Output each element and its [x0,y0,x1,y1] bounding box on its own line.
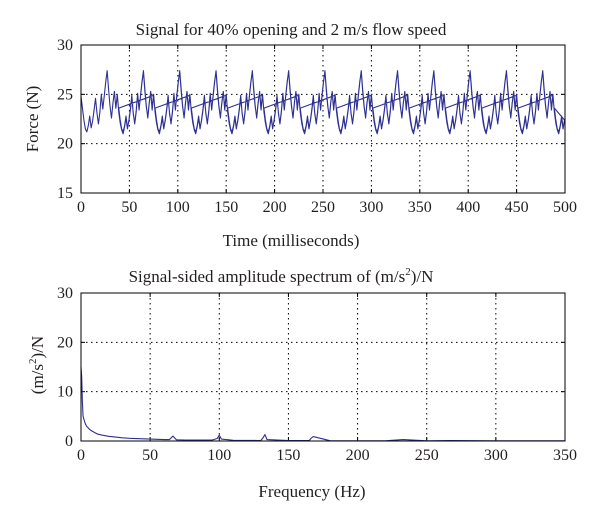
spectrum-title-sup: 2 [405,266,411,278]
spectrum-x-tick-label: 50 [142,447,158,464]
time-signal-chart: 0 50 100 150 200 250 300 350 400 450 500 15 20 25 30 S… [23,20,577,250]
spectrum-y-tick-label: 10 [57,384,73,401]
time-chart-plot-area [80,44,566,194]
time-chart-ylabel: Force (N) [23,86,42,153]
spectrum-x-tick-label: 300 [484,447,508,464]
time-chart-xlabel: Time (milliseconds) [223,231,360,250]
spectrum-ylabel-sup: 2 [27,358,39,364]
time-x-tick-label: 350 [408,199,432,216]
time-x-tick-label: 250 [311,199,335,216]
time-x-tick-label: 400 [456,199,480,216]
spectrum-x-tick-label: 100 [207,447,231,464]
time-y-tick-label: 30 [57,37,73,54]
spectrum-x-tick-label: 150 [276,447,300,464]
time-x-tick-label: 150 [214,199,238,216]
spectrum-ylabel-part2: )/N [28,336,47,359]
spectrum-x-tick-label: 200 [346,447,370,464]
spectrum-chart: 0 50 100 150 200 250 300 350 0 10 20 30 Signal-side… [27,266,577,501]
time-y-tick-label: 15 [57,185,73,202]
time-y-tick-label: 20 [57,136,73,153]
time-chart-title: Signal for 40% opening and 2 m/s flow sp… [136,20,447,39]
spectrum-chart-title: Signal-sided amplitude spectrum of (m/s2… [129,266,434,286]
spectrum-x-tick-label: 0 [77,447,85,464]
spectrum-series-line [80,366,565,442]
spectrum-x-tick-label: 350 [553,447,577,464]
time-x-tick-label: 300 [359,199,383,216]
time-x-tick-label: 100 [166,199,190,216]
spectrum-y-tick-label: 20 [57,334,73,351]
time-y-tick-label: 25 [57,86,73,103]
time-x-tick-label: 500 [553,199,577,216]
time-x-tick-label: 0 [77,199,85,216]
time-x-tick-label: 50 [121,199,137,216]
spectrum-chart-xlabel: Frequency (Hz) [258,482,365,501]
spectrum-chart-ylabel: (m/s2)/N [27,336,47,394]
spectrum-title-part1: Signal-sided amplitude spectrum of (m/s [129,267,406,286]
spectrum-y-tick-label: 30 [57,285,73,302]
spectrum-x-tick-label: 250 [415,447,439,464]
spectrum-title-part2: )/N [411,267,434,286]
time-x-tick-label: 450 [505,199,529,216]
spectrum-ylabel-part1: (m/s [28,364,47,394]
spectrum-chart-plot-area [80,292,566,442]
time-x-tick-label: 200 [263,199,287,216]
spectrum-y-tick-label: 0 [65,433,73,450]
time-series-line [80,70,566,135]
